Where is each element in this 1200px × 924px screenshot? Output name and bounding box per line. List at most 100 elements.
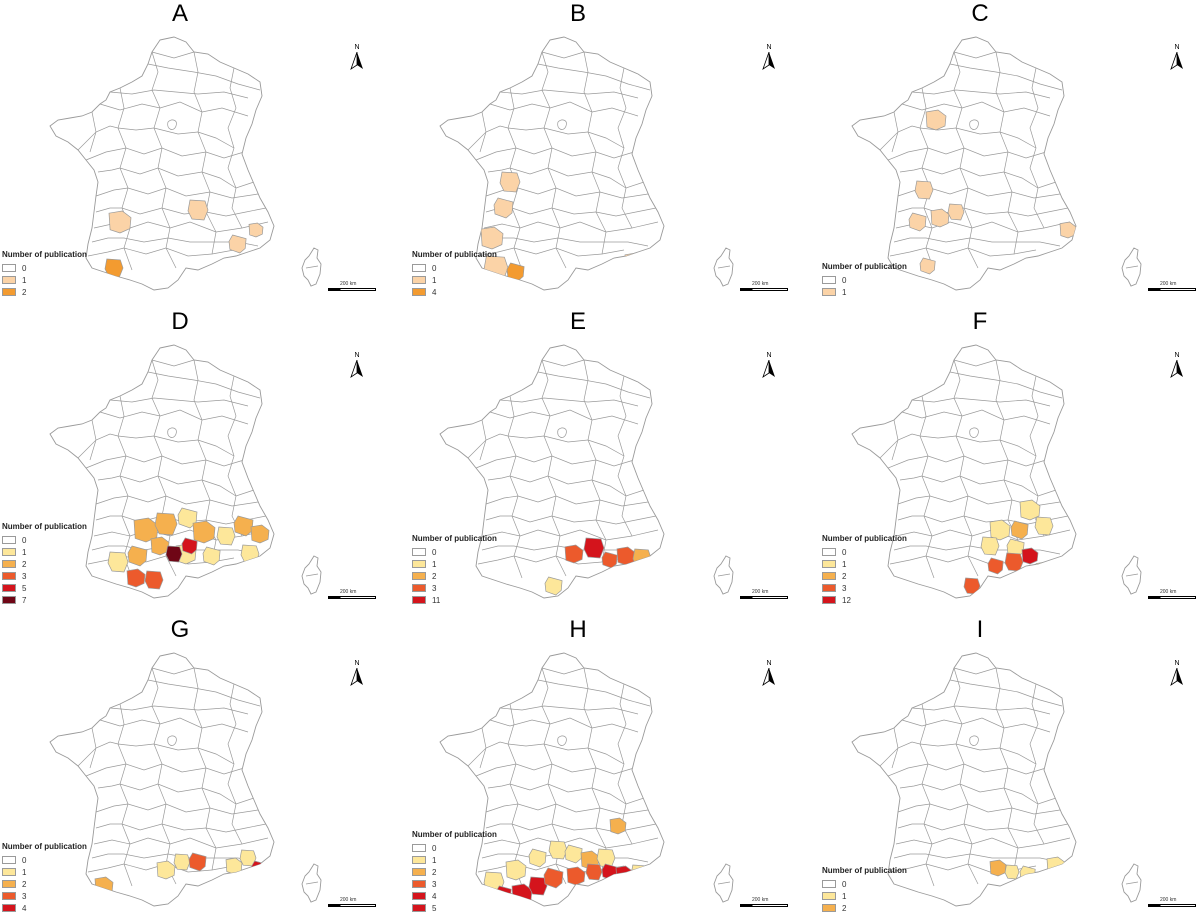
- department-boundary: [949, 371, 1063, 399]
- legend-swatch: [2, 868, 16, 876]
- legend-title: Number of publication: [2, 250, 87, 259]
- department-boundary: [557, 119, 567, 130]
- department-boundary: [477, 247, 625, 257]
- department-light-orange: [609, 817, 627, 835]
- department-boundary: [481, 237, 649, 247]
- legend-title: Number of publication: [2, 522, 87, 531]
- legend-swatch: [822, 560, 836, 568]
- legend-title: Number of publication: [412, 250, 497, 259]
- department-red-orange: [987, 557, 1004, 575]
- department-boundary: [897, 207, 1069, 217]
- legend-swatch: [822, 276, 836, 284]
- scale-bar-graphic: [1148, 904, 1196, 907]
- panel-letter: F: [972, 308, 988, 335]
- legend-swatch: [2, 584, 16, 592]
- department-red-orange: [188, 852, 207, 872]
- france-map: [851, 36, 1077, 291]
- legend-swatch: [2, 880, 16, 888]
- scale-bar: 200 km: [740, 589, 790, 602]
- legend-label: 1: [432, 855, 437, 865]
- corsica-inset: [713, 247, 734, 287]
- department-red-orange: [1004, 552, 1024, 572]
- department-boundary: [95, 187, 259, 199]
- department-boundary: [151, 359, 195, 367]
- department-boundary: [147, 679, 261, 707]
- map-legend: Number of publication 0 1 2 3 4: [2, 842, 87, 914]
- scale-label: 200 km: [1160, 589, 1177, 595]
- department-boundary: [887, 763, 1047, 777]
- department-boundary: [895, 529, 1071, 541]
- north-arrow-icon: N: [1170, 660, 1184, 686]
- scale-bar: 200 km: [740, 281, 790, 294]
- panel-letter: A: [171, 0, 188, 27]
- legend-item: 3: [2, 570, 87, 582]
- legend-label: 3: [432, 879, 437, 889]
- department-boundary: [99, 101, 249, 117]
- department-light-yellow: [544, 576, 563, 596]
- legend-item: 0: [412, 546, 497, 558]
- legend-swatch: [2, 856, 16, 864]
- department-boundary: [507, 703, 523, 887]
- legend-swatch: [822, 572, 836, 580]
- north-label: N: [766, 660, 772, 667]
- legend-swatch: [2, 904, 16, 912]
- legend-item: 5: [412, 902, 497, 914]
- legend-swatch: [822, 548, 836, 556]
- scale-bar-graphic: [328, 904, 376, 907]
- legend-item: 1: [412, 854, 497, 866]
- department-boundary: [95, 495, 259, 507]
- department-red: [181, 537, 198, 555]
- legend-swatch: [412, 844, 426, 852]
- legend-item: 1: [2, 274, 87, 286]
- scale-bar: 200 km: [1148, 281, 1198, 294]
- department-boundary: [91, 853, 259, 863]
- department-boundary: [953, 667, 997, 675]
- legend-swatch: [2, 572, 16, 580]
- legend-label: 5: [22, 583, 27, 593]
- map-legend: Number of publication 0 1: [822, 262, 907, 298]
- legend-label: 2: [842, 903, 847, 913]
- country-outline: [851, 36, 1077, 291]
- legend-label: 0: [842, 547, 847, 557]
- legend-swatch: [822, 892, 836, 900]
- legend-swatch: [412, 904, 426, 912]
- department-pale-peach: [187, 199, 209, 221]
- legend-item: 5: [2, 582, 87, 594]
- department-pale-peach: [908, 212, 927, 232]
- department-orange: [104, 258, 124, 278]
- scale-bar-graphic: [740, 288, 788, 291]
- department-light-orange: [192, 520, 216, 544]
- department-boundary: [879, 125, 1037, 151]
- department-red-orange: [564, 544, 584, 564]
- department-boundary: [911, 705, 1051, 715]
- panel-letter: I: [976, 616, 984, 643]
- department-boundary: [487, 475, 645, 497]
- department-boundary: [467, 433, 625, 459]
- corsica-inset: [1121, 247, 1142, 287]
- legend-item: 1: [2, 866, 87, 878]
- north-label: N: [766, 44, 772, 51]
- legend-swatch: [822, 904, 836, 912]
- scale-label: 200 km: [752, 281, 769, 287]
- department-red-orange: [566, 866, 586, 886]
- department-pale-peach: [947, 203, 965, 221]
- department-boundary: [109, 89, 249, 99]
- scale-label: 200 km: [1160, 281, 1177, 287]
- department-boundary: [487, 167, 645, 189]
- legend-swatch: [822, 596, 836, 604]
- scale-label: 200 km: [340, 897, 357, 903]
- legend-swatch: [2, 560, 16, 568]
- department-boundary: [879, 433, 1037, 459]
- department-boundaries: [77, 359, 270, 590]
- department-boundary: [109, 705, 249, 715]
- legend-label: 1: [22, 867, 27, 877]
- legend-label: 0: [842, 879, 847, 889]
- country-outline: [49, 652, 275, 907]
- department-boundary: [897, 823, 1069, 833]
- department-boundary: [953, 667, 979, 885]
- department-boundaries: [879, 51, 1076, 275]
- department-boundary: [901, 717, 1051, 733]
- department-light-yellow: [240, 544, 260, 564]
- department-boundary: [911, 89, 1051, 99]
